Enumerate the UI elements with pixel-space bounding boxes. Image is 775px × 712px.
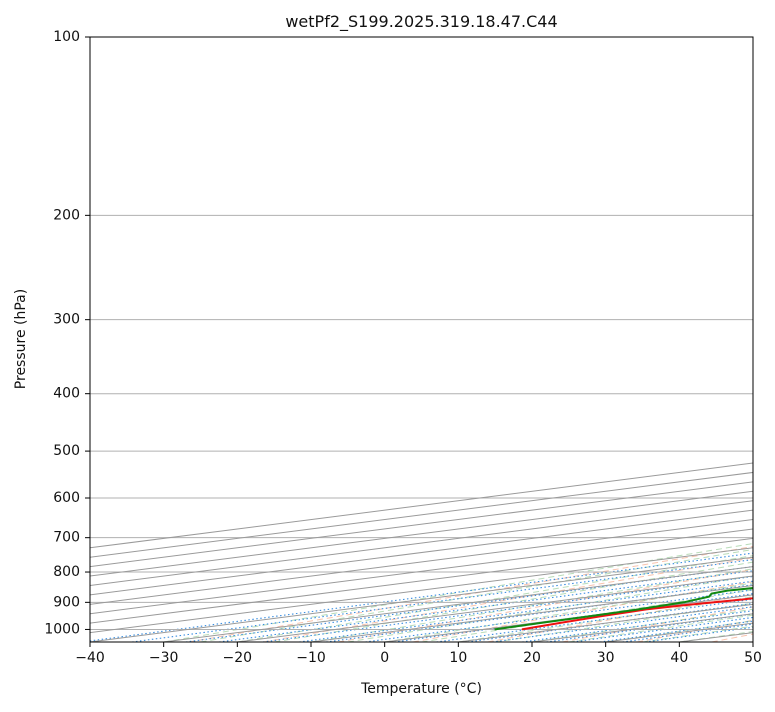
moist-adiabat (606, 37, 775, 642)
y-axis: 1000 900 800 700 600 500 400 300 200 100 (44, 29, 90, 637)
y-tick-label: 200 (53, 207, 80, 223)
x-tick-label: −40 (75, 650, 105, 666)
moist-adiabat (495, 37, 775, 642)
dry-adiabat (264, 37, 775, 642)
isotherm-line (0, 37, 775, 642)
dry-adiabat (637, 37, 775, 642)
isotherm-line (0, 37, 775, 642)
y-tick-label: 700 (53, 530, 80, 546)
dry-adiabat (413, 37, 775, 642)
isotherm-line (0, 37, 775, 642)
isotherm-line (0, 37, 775, 642)
isobar-grid (90, 37, 753, 629)
x-axis: −40 −30 −20 −10 0 10 20 30 40 50 (75, 642, 762, 666)
isotherm-line (753, 37, 775, 642)
isotherm-line (311, 37, 775, 642)
y-tick-label: 900 (53, 594, 80, 610)
isotherm-line (0, 37, 775, 642)
y-axis-label: Pressure (hPa) (13, 289, 29, 389)
x-tick-label: 0 (380, 650, 389, 666)
x-tick-label: 20 (523, 650, 541, 666)
x-tick-label: −20 (223, 650, 253, 666)
isotherm-line (0, 37, 775, 642)
x-tick-label: 50 (744, 650, 762, 666)
moist-adiabat (164, 215, 775, 642)
isotherm-line (0, 37, 775, 642)
y-tick-label: 1000 (44, 621, 80, 637)
isotherm-line (0, 37, 775, 642)
y-tick-label: 800 (53, 564, 80, 580)
moist-adiabat (422, 50, 775, 642)
mixing-ratio-line (219, 449, 775, 643)
mixing-ratio-line (573, 449, 775, 643)
y-tick-label: 400 (53, 386, 80, 402)
x-tick-label: 40 (670, 650, 688, 666)
x-tick-label: −10 (296, 650, 326, 666)
y-tick-label: 600 (53, 490, 80, 506)
chart-title: wetPf2_S199.2025.319.18.47.C44 (285, 12, 557, 32)
y-tick-label: 500 (53, 443, 80, 459)
x-tick-label: 30 (597, 650, 615, 666)
y-tick-label: 100 (53, 29, 80, 45)
dry-adiabat (338, 37, 775, 642)
isotherm-line (16, 37, 775, 642)
moist-adiabat (348, 105, 775, 643)
x-axis-label: Temperature (°C) (360, 681, 482, 697)
isotherm-line (164, 37, 775, 642)
isotherm-line (0, 37, 775, 642)
moist-adiabat (274, 158, 775, 642)
isotherm-grid (0, 37, 775, 642)
dry-adiabat (488, 37, 775, 642)
isotherm-line (606, 37, 775, 642)
y-tick-label: 300 (53, 312, 80, 328)
x-tick-label: −30 (149, 650, 179, 666)
x-tick-label: 10 (449, 650, 467, 666)
dry-adiabat (189, 37, 775, 642)
